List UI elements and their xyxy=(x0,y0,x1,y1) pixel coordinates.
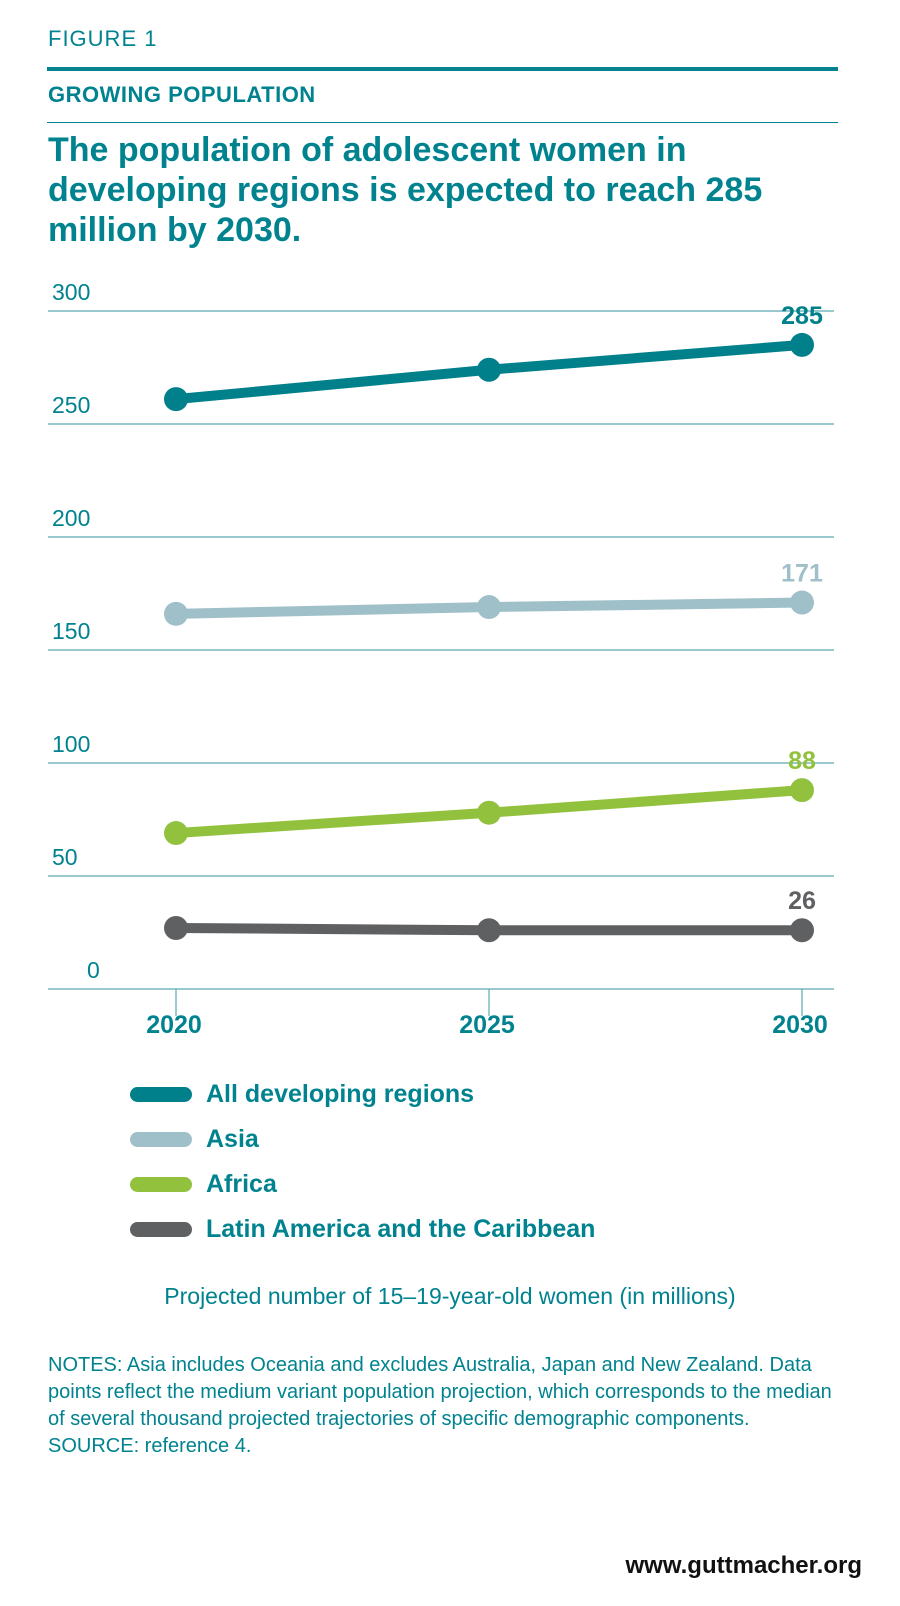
figure-label: FIGURE 1 xyxy=(48,26,158,51)
notes-block: NOTES: Asia includes Oceania and exclude… xyxy=(48,1352,838,1460)
legend: All developing regions Asia Africa Latin Am… xyxy=(130,1072,595,1252)
legend-label: Asia xyxy=(206,1125,259,1153)
data-label: 88 xyxy=(788,747,816,775)
header-rule xyxy=(47,67,838,71)
legend-swatch xyxy=(130,1087,192,1102)
legend-item: All developing regions xyxy=(130,1072,595,1117)
data-label: 171 xyxy=(781,560,823,588)
x-tick-label: 2020 xyxy=(146,1011,202,1039)
legend-item: Asia xyxy=(130,1117,595,1162)
source-paragraph: SOURCE: reference 4. xyxy=(48,1433,838,1460)
source-label: SOURCE: xyxy=(48,1435,140,1457)
y-tick-label: 300 xyxy=(52,279,90,305)
y-tick-label: 0 xyxy=(87,957,100,983)
legend-swatch xyxy=(130,1132,192,1147)
y-tick-label: 150 xyxy=(52,618,90,644)
site-url: www.guttmacher.org xyxy=(625,1552,862,1579)
data-label: 26 xyxy=(788,887,816,915)
y-tick-label: 50 xyxy=(52,844,78,870)
data-point xyxy=(477,800,501,825)
notes-label: NOTES: xyxy=(48,1354,123,1376)
legend-label: Latin America and the Caribbean xyxy=(206,1215,596,1243)
legend-label: Africa xyxy=(206,1170,277,1198)
data-label: 285 xyxy=(781,302,823,330)
data-point xyxy=(164,821,188,846)
data-point xyxy=(164,387,188,412)
data-point xyxy=(790,332,814,357)
chart-title: The population of adolescent women in de… xyxy=(48,131,763,249)
x-tick-label: 2025 xyxy=(459,1011,515,1039)
data-point xyxy=(790,918,814,943)
data-point xyxy=(164,601,188,626)
source-text: reference 4. xyxy=(139,1435,252,1457)
data-point xyxy=(790,590,814,615)
y-tick-label: 200 xyxy=(52,505,90,531)
legend-item: Africa xyxy=(130,1162,595,1207)
kicker: GROWING POPULATION xyxy=(48,82,316,107)
y-tick-label: 100 xyxy=(52,731,90,757)
y-tick-label: 250 xyxy=(52,392,90,418)
notes-text: Asia includes Oceania and excludes Austr… xyxy=(48,1354,832,1430)
legend-swatch xyxy=(130,1222,192,1237)
unit-note: Projected number of 15–19-year-old women… xyxy=(164,1283,736,1309)
data-point xyxy=(477,357,501,382)
legend-item: Latin America and the Caribbean xyxy=(130,1207,595,1252)
data-point xyxy=(477,918,501,943)
x-tick-label: 2030 xyxy=(772,1011,828,1039)
data-point xyxy=(790,778,814,803)
data-point xyxy=(477,595,501,620)
notes-paragraph: NOTES: Asia includes Oceania and exclude… xyxy=(48,1352,838,1433)
header-divider xyxy=(47,122,838,123)
legend-swatch xyxy=(130,1177,192,1192)
legend-label: All developing regions xyxy=(206,1080,475,1108)
line-chart: 0 50 100 150 200 250 300 2020 2025 2030 285 171 88 26 xyxy=(48,279,834,1039)
data-point xyxy=(164,915,188,940)
